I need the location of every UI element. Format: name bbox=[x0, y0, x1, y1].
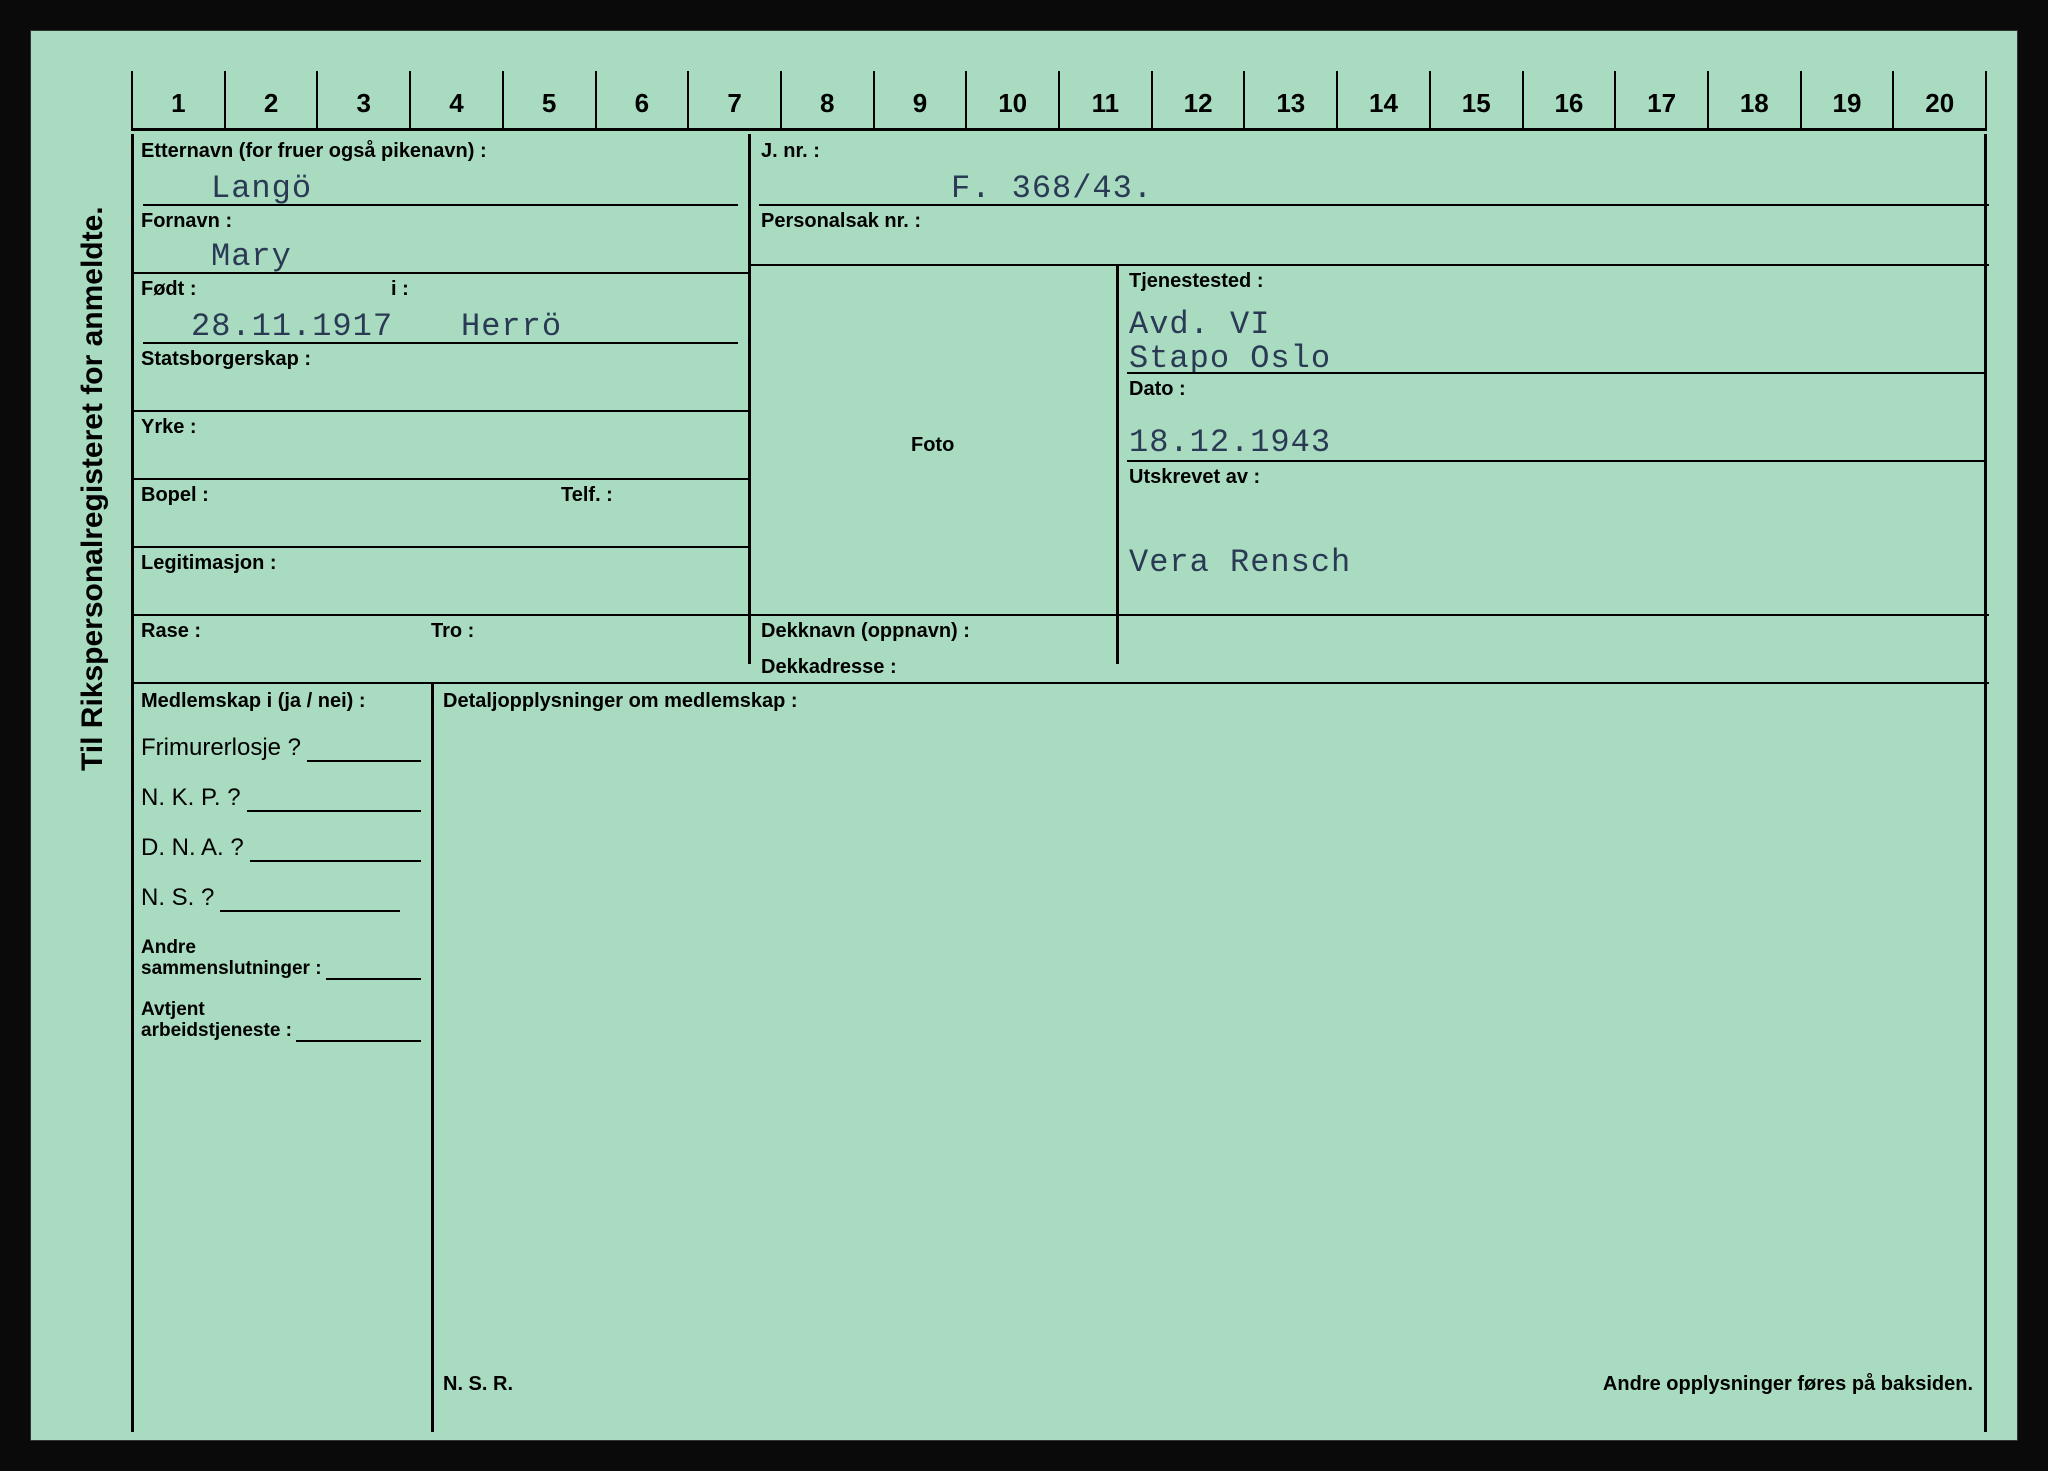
label-nkp: N. K. P. ? bbox=[141, 784, 241, 812]
label-telf: Telf. : bbox=[561, 484, 613, 507]
membership-andre: Andre sammenslutninger : bbox=[141, 938, 421, 980]
label-fornavn: Fornavn : bbox=[141, 210, 232, 233]
label-dekkadresse: Dekkadresse : bbox=[761, 656, 897, 679]
value-dato: 18.12.1943 bbox=[1129, 424, 1331, 461]
blank-frimurer bbox=[307, 736, 421, 762]
label-i: i : bbox=[391, 278, 409, 301]
label-yrke: Yrke : bbox=[141, 416, 197, 439]
label-tjenestested: Tjenestested : bbox=[1129, 270, 1263, 293]
ruler-cell: 6 bbox=[595, 71, 688, 128]
ruler-cell: 9 bbox=[873, 71, 966, 128]
value-etternavn: Langö bbox=[211, 170, 312, 207]
label-rase: Rase : bbox=[141, 620, 201, 643]
ruler-cell: 19 bbox=[1800, 71, 1893, 128]
footer-andre-opp: Andre opplysninger føres på baksiden. bbox=[1603, 1373, 1973, 1396]
ruler-cell: 17 bbox=[1614, 71, 1707, 128]
label-foto: Foto bbox=[911, 434, 954, 457]
label-tro: Tro : bbox=[431, 620, 474, 643]
label-bopel: Bopel : bbox=[141, 484, 209, 507]
label-medlemskap-header: Medlemskap i (ja / nei) : bbox=[141, 690, 366, 713]
ruler-cell: 2 bbox=[224, 71, 317, 128]
membership-avtjent: Avtjent arbeidstjeneste : bbox=[141, 1000, 421, 1042]
blank-avtjent bbox=[296, 1016, 421, 1042]
ruler-cell: 10 bbox=[965, 71, 1058, 128]
label-legitimasjon: Legitimasjon : bbox=[141, 552, 277, 575]
membership-frimurer: Frimurerlosje ? bbox=[141, 734, 421, 762]
label-frimurer: Frimurerlosje ? bbox=[141, 734, 301, 762]
label-dekknavn: Dekknavn (oppnavn) : bbox=[761, 620, 970, 643]
label-avtjent: Avtjent arbeidstjeneste : bbox=[141, 1000, 292, 1042]
ruler-cell: 12 bbox=[1151, 71, 1244, 128]
footer-nsr: N. S. R. bbox=[443, 1373, 513, 1396]
ruler-cell: 11 bbox=[1058, 71, 1151, 128]
registration-card: Til Rikspersonalregisteret for anmeldte.… bbox=[30, 30, 2018, 1441]
ruler-cell: 13 bbox=[1243, 71, 1336, 128]
ruler-cell: 3 bbox=[316, 71, 409, 128]
label-jnr: J. nr. : bbox=[761, 140, 820, 163]
label-dato: Dato : bbox=[1129, 378, 1186, 401]
label-etternavn: Etternavn (for fruer også pikenavn) : bbox=[141, 140, 487, 163]
label-utskrevet: Utskrevet av : bbox=[1129, 466, 1260, 489]
ruler-cell: 8 bbox=[780, 71, 873, 128]
ruler-cell: 18 bbox=[1707, 71, 1800, 128]
value-utskrevet: Vera Rensch bbox=[1129, 544, 1351, 581]
membership-dna: D. N. A. ? bbox=[141, 834, 421, 862]
blank-nkp bbox=[247, 786, 421, 812]
membership-ns: N. S. ? bbox=[141, 884, 421, 912]
label-fodt: Født : bbox=[141, 278, 197, 301]
value-jnr: F. 368/43. bbox=[951, 170, 1153, 207]
number-ruler: 1 2 3 4 5 6 7 8 9 10 11 12 13 14 15 16 1… bbox=[131, 71, 1987, 131]
ruler-cell: 7 bbox=[687, 71, 780, 128]
ruler-cell: 16 bbox=[1522, 71, 1615, 128]
value-i: Herrö bbox=[461, 308, 562, 345]
ruler-cell: 14 bbox=[1336, 71, 1429, 128]
label-ns: N. S. ? bbox=[141, 884, 214, 912]
ruler-cell: 5 bbox=[502, 71, 595, 128]
label-dna: D. N. A. ? bbox=[141, 834, 244, 862]
blank-ns bbox=[220, 886, 400, 912]
ruler-cell: 4 bbox=[409, 71, 502, 128]
value-tjenestested-1: Avd. VI bbox=[1129, 306, 1270, 343]
membership-nkp: N. K. P. ? bbox=[141, 784, 421, 812]
vertical-title: Til Rikspersonalregisteret for anmeldte. bbox=[76, 206, 110, 771]
blank-dna bbox=[250, 836, 421, 862]
form-body: Etternavn (for fruer også pikenavn) : La… bbox=[131, 134, 1987, 1410]
ruler-cell: 20 bbox=[1892, 71, 1987, 128]
label-detaljopp: Detaljopplysninger om medlemskap : bbox=[443, 690, 798, 713]
label-personalsak: Personalsak nr. : bbox=[761, 210, 921, 233]
label-andre-samm: Andre sammenslutninger : bbox=[141, 938, 322, 980]
ruler-cell: 15 bbox=[1429, 71, 1522, 128]
value-fornavn: Mary bbox=[211, 238, 292, 275]
label-statsborgerskap: Statsborgerskap : bbox=[141, 348, 311, 371]
blank-andre bbox=[326, 954, 421, 980]
ruler-cell: 1 bbox=[131, 71, 224, 128]
value-fodt: 28.11.1917 bbox=[191, 308, 393, 345]
